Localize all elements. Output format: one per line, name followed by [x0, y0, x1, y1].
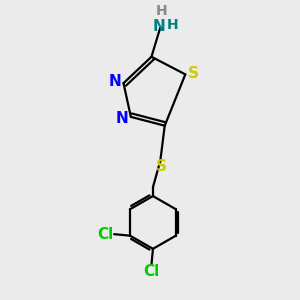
Text: N: N [108, 74, 121, 89]
Text: H: H [156, 4, 168, 18]
Text: Cl: Cl [143, 264, 160, 279]
Text: N: N [116, 111, 128, 126]
Text: S: S [156, 159, 167, 174]
Text: Cl: Cl [98, 227, 114, 242]
Text: H: H [167, 17, 178, 32]
Text: N: N [152, 20, 165, 34]
Text: S: S [188, 66, 199, 81]
